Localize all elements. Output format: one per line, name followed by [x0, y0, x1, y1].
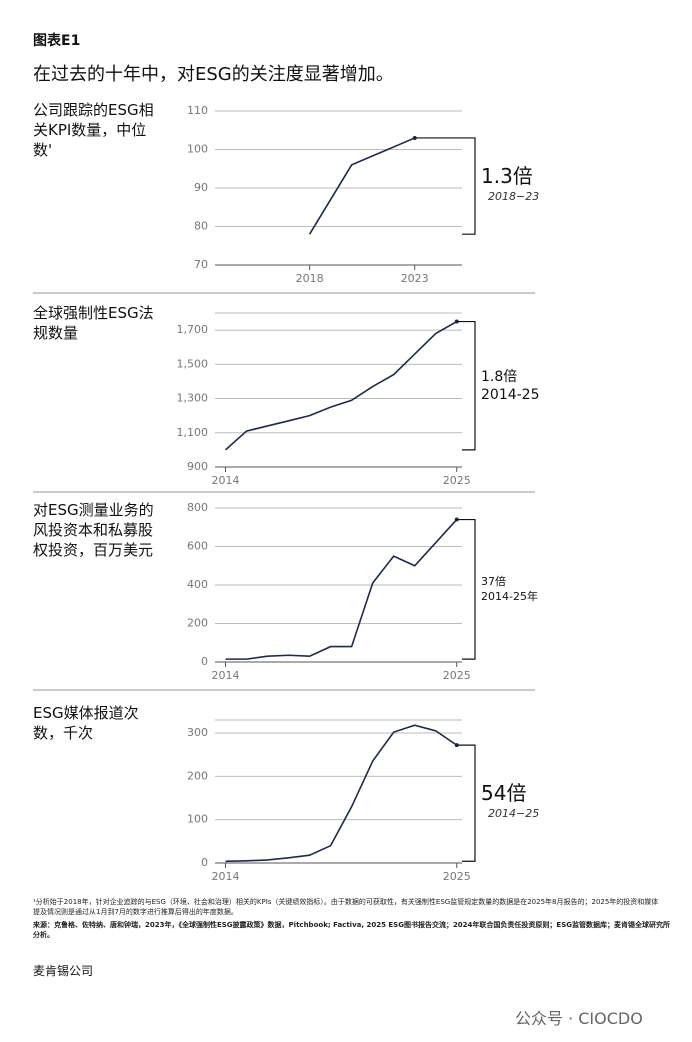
- annotation: 1.8倍: [481, 368, 518, 385]
- y-tick-label: 200: [187, 769, 208, 782]
- y-tick-label: 70: [194, 258, 208, 271]
- footnote: ¹分析始于2018年，针对企业追踪的与ESG（环境、社会和治理）相关的KPIs（…: [33, 898, 659, 916]
- bracket: [456, 744, 476, 862]
- page-title: 在过去的十年中，对ESG的关注度显著增加。: [33, 64, 394, 85]
- y-tick-label: 900: [187, 460, 208, 473]
- x-tick-label: 2014: [212, 669, 240, 682]
- panel-label: 全球强制性ESG法规数量: [33, 304, 154, 342]
- x-tick-label: 2014: [212, 474, 240, 487]
- y-tick-label: 1,300: [177, 392, 209, 405]
- data-line: [224, 320, 458, 451]
- annotation-sub: 2014-25: [481, 386, 540, 403]
- x-tick-label: 2023: [401, 272, 429, 285]
- annotation-sub: 2018−23: [488, 190, 540, 204]
- bracket: [456, 518, 476, 660]
- panel-label: 对ESG测量业务的风投资本和私募股权投资，百万美元: [33, 501, 154, 559]
- y-tick-label: 90: [194, 181, 208, 194]
- x-tick-label: 2014: [212, 870, 240, 883]
- panel-label: 公司跟踪的ESG相关KPI数量，中位数': [33, 101, 154, 159]
- y-tick-label: 0: [201, 856, 208, 869]
- x-tick-label: 2025: [443, 870, 471, 883]
- y-tick-label: 1,700: [177, 323, 209, 336]
- watermark: 公众号 · CIOCDO: [515, 1009, 643, 1028]
- y-tick-label: 200: [187, 617, 208, 630]
- source: 来源：克鲁格、佐特纳、唐和钟瑞，2023年，《全球强制性ESG披露政策》数据，P…: [33, 921, 670, 939]
- y-tick-label: 100: [187, 143, 208, 156]
- publisher: 麦肯锡公司: [33, 964, 94, 978]
- y-tick-label: 400: [187, 578, 208, 591]
- y-tick-label: 1,100: [177, 426, 209, 439]
- y-tick-label: 100: [187, 813, 208, 826]
- y-tick-label: 600: [187, 540, 208, 553]
- data-line: [225, 724, 458, 863]
- panel-label: ESG媒体报道次数，千次: [33, 704, 139, 742]
- bracket: [414, 137, 476, 235]
- annotation: 1.3倍: [481, 164, 533, 189]
- bracket: [456, 320, 476, 451]
- x-tick-label: 2025: [443, 669, 471, 682]
- y-tick-label: 80: [194, 220, 208, 233]
- y-tick-label: 300: [187, 726, 208, 739]
- y-tick-label: 110: [187, 104, 208, 117]
- x-tick-label: 2018: [296, 272, 324, 285]
- y-tick-label: 0: [201, 655, 208, 668]
- x-tick-label: 2025: [443, 474, 471, 487]
- y-tick-label: 1,500: [177, 357, 209, 370]
- figure-label: 图表E1: [33, 33, 81, 49]
- annotation: 54倍: [481, 781, 527, 806]
- y-tick-label: 800: [187, 501, 208, 514]
- annotation: 37倍 2014-25年: [481, 575, 538, 604]
- data-line: [308, 137, 416, 235]
- data-line: [225, 519, 458, 660]
- annotation-sub: 2014−25: [488, 807, 540, 821]
